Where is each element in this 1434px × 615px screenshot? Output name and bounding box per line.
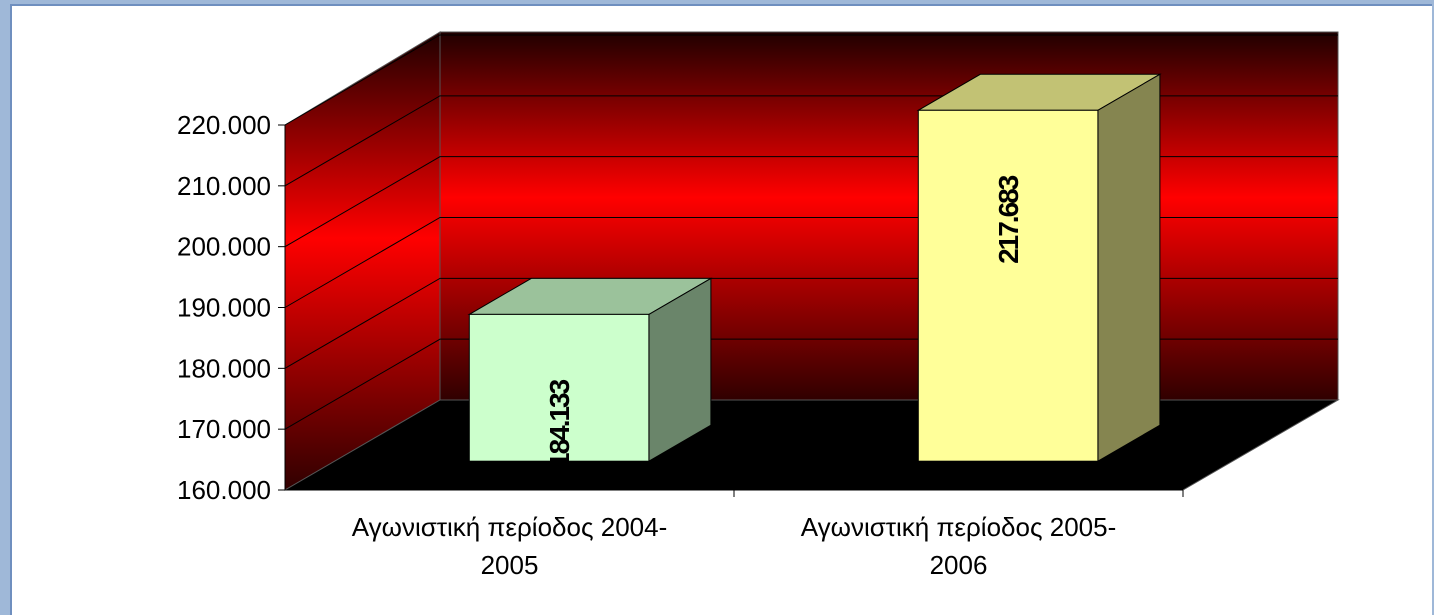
y-tick-label: 210.000 [177,171,271,201]
y-tick-label: 180.000 [177,353,271,383]
y-tick-label: 170.000 [177,414,271,444]
bar [468,313,650,462]
x-tick-label: Αγωνιστική περίοδος 2005-2006 [800,512,1117,580]
data-label: 184.133 [544,379,575,468]
y-tick-label: 220.000 [177,110,271,140]
bar [917,109,1099,462]
grid-line [284,34,1338,126]
data-label: 217.683 [993,175,1024,264]
y-tick-label: 160.000 [177,475,271,505]
floor [283,399,1340,491]
y-tick-label: 190.000 [177,293,271,323]
y-tick-label: 200.000 [177,232,271,262]
bar-side [1097,73,1161,463]
x-tick-label: Αγωνιστική περίοδος 2004-2005 [351,512,668,580]
